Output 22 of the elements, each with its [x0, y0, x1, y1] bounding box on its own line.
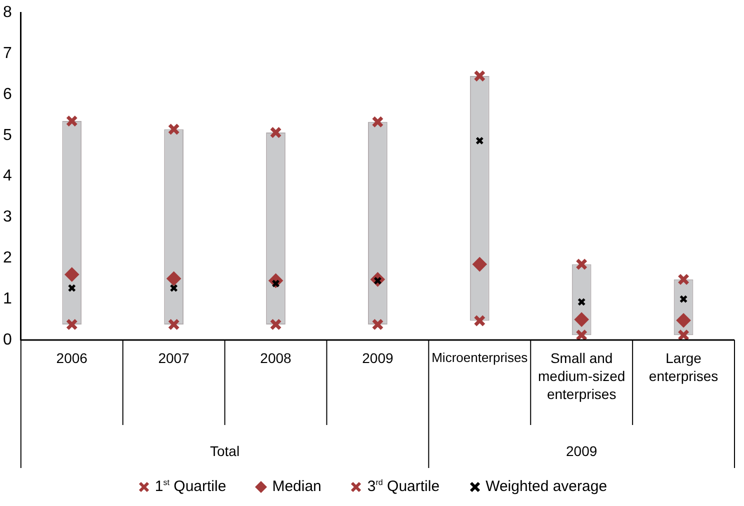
y-tick-label: 1: [2, 290, 12, 308]
legend-label: 3$^{rd}$ Quartile: [367, 478, 440, 495]
x-tick-label: 2009: [362, 350, 394, 366]
text: Total: [210, 442, 240, 459]
x-tick-label: Microenterprises: [432, 350, 528, 366]
y-tick-label: 6: [2, 86, 12, 103]
y-tick-label: 8: [2, 4, 12, 22]
x-tick-label: 2007: [158, 350, 190, 366]
text: 2009: [566, 442, 598, 459]
legend-label: Median: [272, 478, 322, 495]
y-tick-label: 0: [2, 331, 12, 348]
y-tick-label: 3: [2, 208, 12, 226]
legend-label: 1$^{st}$ Quartile: [154, 478, 226, 495]
x-tick-label: 2008: [260, 350, 292, 366]
x-tick-label: Large enterprises: [648, 350, 718, 384]
x-tick-label: 2006: [56, 350, 88, 366]
legend-label: Weighted average: [486, 478, 608, 495]
y-tick-label: 2: [2, 250, 12, 267]
y-tick-label: 4: [2, 168, 12, 185]
y-tick-label: 5: [2, 126, 12, 144]
y-tick-label: 7: [2, 44, 12, 62]
x-tick-label: Small and medium-sized enterprises: [538, 350, 626, 402]
